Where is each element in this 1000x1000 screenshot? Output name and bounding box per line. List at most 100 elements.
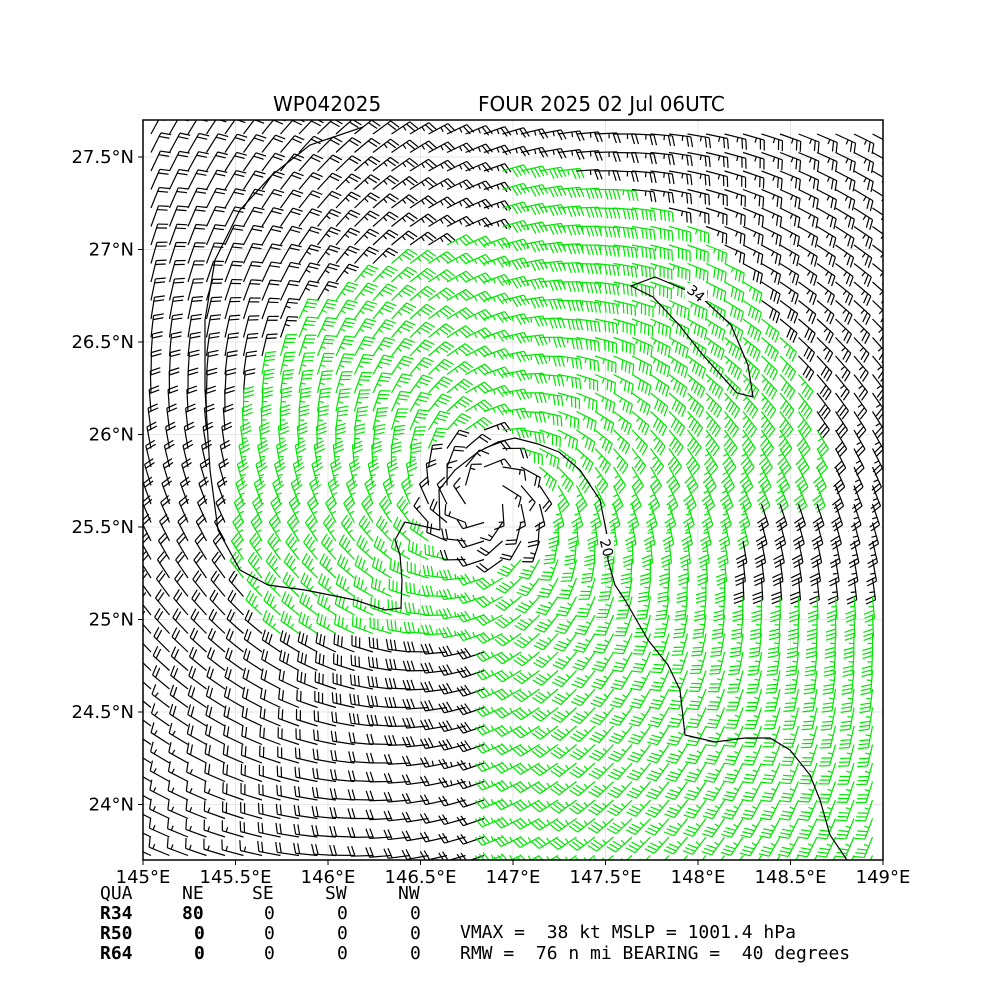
wind-barb xyxy=(239,840,263,857)
wind-barb xyxy=(280,610,300,634)
wind-barb xyxy=(520,447,543,465)
wind-barb xyxy=(626,799,651,817)
wind-barb xyxy=(816,337,834,363)
wind-barb xyxy=(701,503,714,532)
wind-barb xyxy=(502,331,530,344)
wind-barb xyxy=(502,257,530,271)
wind-barb xyxy=(400,476,413,505)
wind-barb xyxy=(650,411,668,437)
wind-barb xyxy=(391,284,417,301)
wind-barb xyxy=(187,132,210,153)
wind-barb xyxy=(800,744,818,767)
wind-barb xyxy=(428,305,455,320)
wind-barb xyxy=(152,665,170,690)
wind-barb xyxy=(205,349,219,375)
wind-barb xyxy=(687,411,703,437)
wind-barb xyxy=(576,187,603,200)
wind-barb xyxy=(831,503,844,532)
wind-barb xyxy=(551,688,577,706)
wind-barb xyxy=(794,503,807,532)
wind-barb xyxy=(724,281,745,303)
table-cell: 0 xyxy=(264,903,275,924)
wind-barb xyxy=(793,485,808,513)
wind-barb xyxy=(668,688,689,710)
wind-barb xyxy=(590,503,602,532)
wind-barb xyxy=(298,387,312,412)
wind-barb xyxy=(427,410,451,431)
y-tick-label: 24°N xyxy=(89,795,134,816)
wind-barb xyxy=(224,242,244,264)
wind-barb xyxy=(650,225,674,242)
wind-barb xyxy=(591,670,614,690)
wind-barb xyxy=(335,388,351,412)
wind-barb xyxy=(757,855,763,860)
wind-barb xyxy=(475,852,503,860)
wind-barb xyxy=(832,485,845,513)
wind-barb xyxy=(594,355,617,374)
wind-barb xyxy=(798,300,817,325)
wind-barb xyxy=(859,688,874,714)
table-header-cell: NE xyxy=(182,883,204,904)
wind-barb xyxy=(419,812,448,824)
wind-barb xyxy=(428,287,456,301)
wind-barb xyxy=(428,232,456,246)
wind-barb xyxy=(370,576,392,598)
wind-barb xyxy=(353,353,375,375)
wind-barb xyxy=(483,274,512,287)
wind-barb xyxy=(242,242,264,264)
wind-barb xyxy=(330,749,355,764)
wind-barb xyxy=(798,374,814,401)
wind-barb xyxy=(329,769,355,783)
wind-barb xyxy=(761,281,781,305)
wind-barb xyxy=(734,559,746,586)
wind-barb xyxy=(345,476,358,505)
wind-barb xyxy=(185,818,207,838)
wind-barb xyxy=(316,316,338,338)
wind-barb xyxy=(205,151,228,172)
wind-barb xyxy=(409,303,436,320)
wind-barb xyxy=(520,466,541,488)
wind-barb xyxy=(550,781,577,796)
wind-barb xyxy=(779,133,802,152)
wind-barb xyxy=(335,353,355,375)
wind-barb xyxy=(539,336,566,348)
wind-barb xyxy=(682,503,695,532)
wind-barb xyxy=(224,188,246,209)
wind-barb xyxy=(723,744,744,766)
wind-barb xyxy=(766,651,781,676)
wind-barb xyxy=(280,171,304,190)
wind-barb xyxy=(594,244,620,257)
wind-barb xyxy=(742,207,764,227)
wind-barb xyxy=(576,244,602,256)
wind-barb xyxy=(779,337,797,362)
wind-barb xyxy=(150,703,170,727)
wind-barb xyxy=(531,836,559,849)
wind-barb xyxy=(576,355,600,372)
wind-barb xyxy=(703,762,726,783)
wind-barb xyxy=(748,633,763,658)
wind-barb xyxy=(335,155,362,172)
wind-barb xyxy=(816,151,838,173)
wind-barb xyxy=(313,710,337,727)
wind-barb xyxy=(512,743,540,757)
wind-barb xyxy=(261,368,275,394)
wind-barb xyxy=(667,448,683,476)
wind-barb xyxy=(243,134,267,153)
x-tick-label: 148°E xyxy=(671,867,726,888)
wind-barb xyxy=(330,458,342,486)
wind-barb xyxy=(650,281,673,300)
wind-barb xyxy=(242,279,262,301)
wind-barb xyxy=(243,628,263,653)
wind-barb xyxy=(401,792,429,804)
table-row-label: R50 xyxy=(100,923,133,944)
wind-barb xyxy=(520,146,549,158)
wind-barb xyxy=(740,818,763,839)
wind-barb xyxy=(796,836,818,858)
wind-barb xyxy=(221,421,233,449)
wind-barb xyxy=(313,440,326,468)
wind-barb xyxy=(301,552,318,579)
wind-barb xyxy=(365,752,392,764)
wind-barb xyxy=(195,513,208,542)
wind-barb xyxy=(594,225,621,238)
wind-barb xyxy=(191,589,207,616)
